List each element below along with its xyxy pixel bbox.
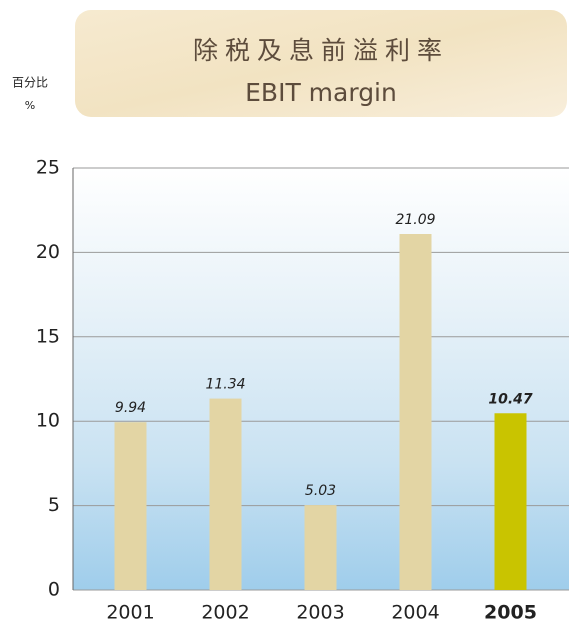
chart-title: 除税及息前溢利率 — [193, 36, 449, 65]
y-tick-label: 0 — [48, 579, 60, 601]
bar — [495, 413, 527, 590]
x-tick-label: 2002 — [201, 602, 249, 623]
value-label: 11.34 — [205, 377, 245, 393]
bar — [210, 399, 242, 590]
y-tick-label: 10 — [36, 410, 60, 432]
x-tick-label: 2001 — [106, 602, 154, 623]
bar — [305, 505, 337, 590]
y-tick-label: 20 — [36, 241, 60, 263]
value-label: 9.94 — [115, 400, 146, 416]
x-tick-label: 2004 — [391, 602, 439, 623]
x-tick-label: 2005 — [484, 602, 537, 623]
y-tick-label: 25 — [36, 157, 60, 179]
chart: 除税及息前溢利率 EBIT margin 百分比 % 0 5 10 15 20 25 9.9… — [0, 0, 569, 623]
y-axis-label: 百分比 — [12, 76, 48, 90]
y-tick-label: 5 — [48, 494, 60, 516]
x-tick-label: 2003 — [296, 602, 344, 623]
bar — [400, 234, 432, 590]
y-axis-unit: % — [25, 99, 35, 112]
value-label: 21.09 — [395, 212, 435, 228]
chart-subtitle: EBIT margin — [245, 78, 397, 107]
y-tick-label: 15 — [36, 325, 60, 347]
value-label: 5.03 — [305, 483, 336, 499]
bar — [115, 422, 147, 590]
value-label: 10.47 — [488, 391, 533, 407]
